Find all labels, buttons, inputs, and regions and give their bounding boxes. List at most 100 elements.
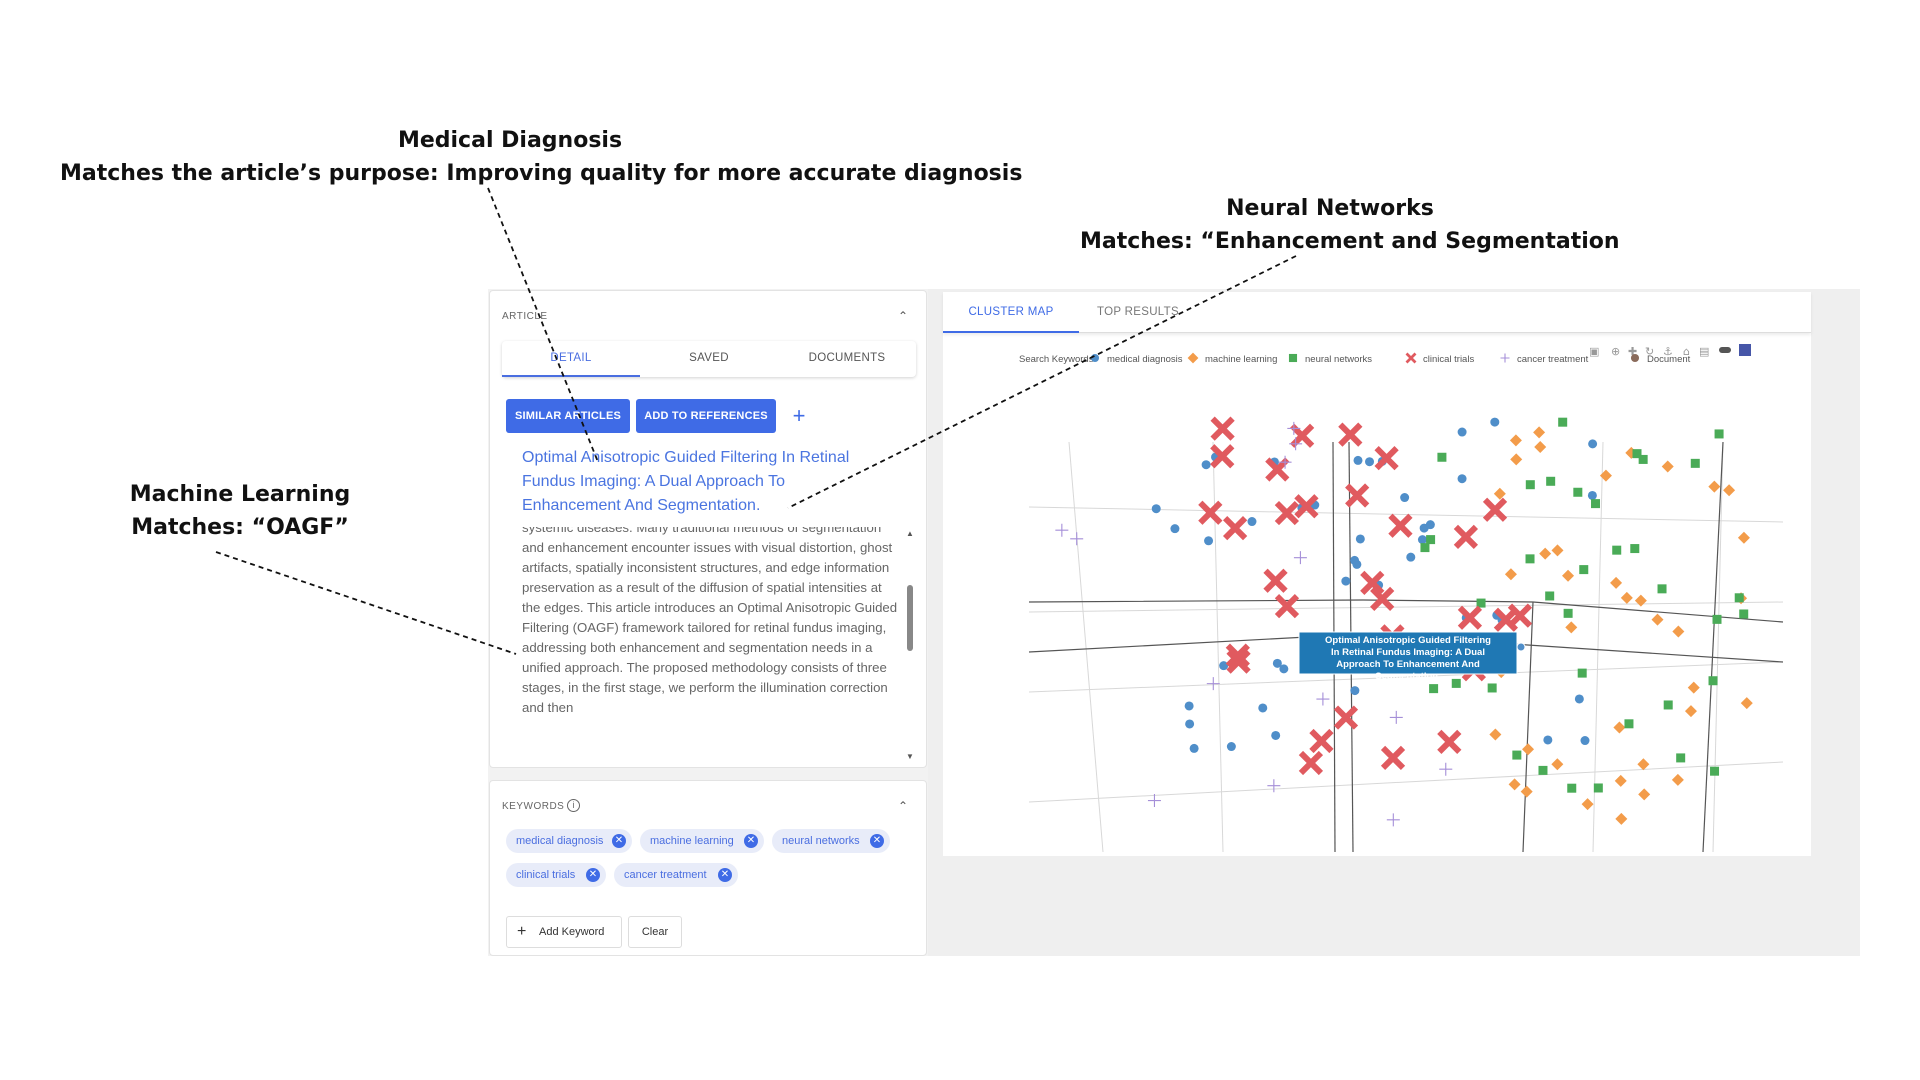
annotation-title: Neural Networks [1226,196,1434,221]
cluster-map-chart[interactable]: ▣ ⊕ ✚ ↻ ⚓ ⌂ ▤ Search Keywords medical di… [943,332,1811,856]
data-point [1708,480,1721,493]
info-icon[interactable]: i [567,799,580,812]
data-point [1350,555,1360,565]
article-title[interactable]: Optimal Anisotropic Guided Filtering In … [522,449,850,514]
tab-cluster-map[interactable]: CLUSTER MAP [943,292,1079,333]
camera-icon[interactable]: ▣ [1589,345,1599,358]
clear-button[interactable]: Clear [628,916,682,948]
data-point [1263,568,1288,593]
data-point [1723,484,1736,497]
data-point [1388,513,1413,538]
toggle-icon[interactable] [1719,347,1731,353]
data-point [1055,523,1069,537]
chevron-up-icon[interactable]: ⌃ [897,799,909,813]
data-point [1551,758,1564,771]
remove-icon[interactable]: ✕ [744,834,758,848]
data-point [1504,568,1517,581]
data-point [1591,499,1601,509]
data-point [1370,586,1395,611]
data-point [1714,429,1724,439]
data-point [1247,517,1257,527]
data-point [1360,570,1385,595]
data-point [1615,812,1628,825]
article-panel: ARTICLE ⌃ DETAIL SAVED DOCUMENTS SIMILAR… [489,290,927,768]
data-point [1271,730,1281,740]
tab-top-results[interactable]: TOP RESULTS [1097,306,1179,318]
data-point [1567,783,1577,793]
data-point [1184,701,1194,711]
annotation-text: Matches: “Enhancement and Segmentation [1080,229,1620,254]
data-point [1429,684,1439,694]
data-point [1613,721,1626,734]
annotation-title: Machine Learning [129,482,351,507]
data-point [1201,460,1211,470]
tab-detail[interactable]: DETAIL [502,341,640,377]
document-point[interactable] [1516,642,1526,652]
legend-label: machine learning [1205,354,1277,365]
pan-icon[interactable]: ✚ [1628,345,1637,358]
data-point [1457,427,1467,437]
data-point [1577,668,1587,678]
data-point [1624,719,1634,729]
data-point [1579,565,1589,575]
data-point [1225,643,1250,668]
abstract-scrollbar[interactable]: ▲ ▼ [904,529,916,761]
annotation-title: Medical Diagnosis [397,128,623,153]
scroll-down-icon[interactable]: ▼ [906,752,914,761]
data-point [1425,520,1435,530]
scroll-thumb[interactable] [907,585,913,651]
add-keyword-button[interactable]: + Add Keyword [506,916,622,948]
remove-icon[interactable]: ✕ [718,868,732,882]
data-point [1610,576,1623,589]
data-point [1226,649,1251,674]
data-point [1457,605,1483,630]
legend-label: Document [1647,354,1691,365]
data-point [1593,783,1603,793]
tab-documents[interactable]: DOCUMENTS [808,352,886,364]
remove-icon[interactable]: ✕ [586,868,600,882]
arrow-ml [215,551,517,655]
home-icon[interactable]: ⌂ [1683,345,1690,358]
annotation-text: Matches: “OAGF” [131,515,349,540]
data-point [1350,686,1360,696]
add-icon[interactable]: + [792,403,806,428]
chevron-up-icon[interactable]: ⌃ [897,309,909,323]
rotate-icon[interactable]: ↻ [1645,345,1654,358]
data-point [1588,439,1598,449]
zoom-icon[interactable]: ⊕ [1611,345,1620,358]
data-point [1274,500,1300,526]
plotly-logo-icon[interactable] [1739,344,1751,356]
data-point [1565,621,1578,634]
data-point [1573,487,1583,497]
data-point [1508,778,1521,791]
data-point [1676,753,1686,763]
data-point [1189,743,1199,753]
data-point [1338,422,1363,447]
data-point [1476,598,1486,608]
data-point [1712,614,1722,624]
data-point [1710,766,1720,776]
data-point [1630,544,1640,554]
tab-saved[interactable]: SAVED [689,352,729,364]
remove-icon[interactable]: ✕ [870,834,884,848]
data-point [1439,762,1453,776]
data-point [1198,500,1223,525]
data-point [1525,554,1535,564]
remove-icon[interactable]: ✕ [612,834,626,848]
chart-toolbar: ▣ ⊕ ✚ ↻ ⚓ ⌂ ▤ [1589,344,1751,358]
data-point [1493,487,1506,500]
annotation-neural-networks: Neural Networks Matches: “Enhancement an… [1080,192,1620,258]
chip-label: machine learning [650,835,734,847]
data-point [1522,743,1535,756]
data-point [1316,692,1330,706]
camera-reset-icon[interactable]: ▤ [1699,345,1709,358]
add-to-references-button[interactable]: ADD TO REFERENCES [636,399,776,433]
orbit-icon[interactable]: ⚓ [1663,345,1673,358]
data-point [1309,728,1334,754]
data-point [1663,700,1673,710]
scroll-up-icon[interactable]: ▲ [906,529,914,538]
data-point [1206,677,1220,691]
data-point [1355,534,1365,544]
panel-title: ARTICLE [502,311,548,322]
similar-articles-button[interactable]: SIMILAR ARTICLES [506,399,630,433]
